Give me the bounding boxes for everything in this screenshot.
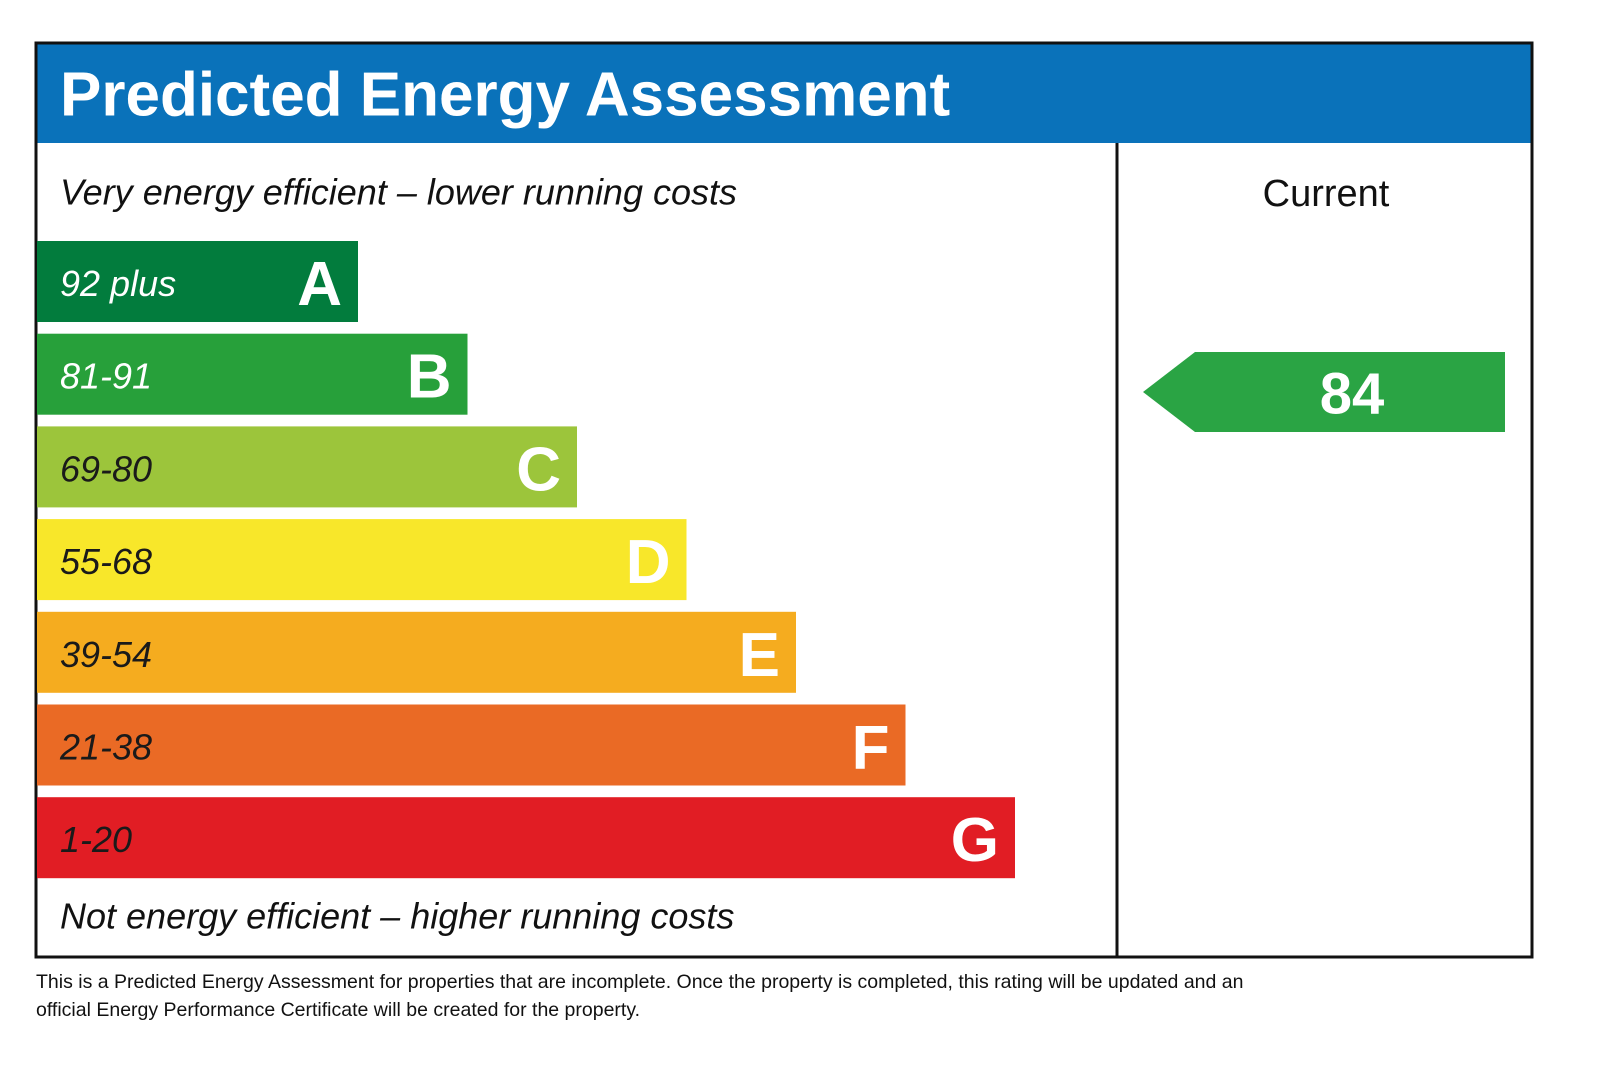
- band-range: 55-68: [60, 541, 152, 582]
- current-arrow: [1143, 352, 1505, 432]
- title: Predicted Energy Assessment: [60, 61, 950, 130]
- current-label: Current: [1263, 173, 1390, 215]
- band-range: 69-80: [60, 448, 152, 489]
- band-bar: [37, 333, 468, 415]
- current-rating: 84: [1320, 362, 1385, 427]
- band-letter: E: [739, 621, 780, 690]
- band-letter: F: [852, 714, 890, 783]
- band-bar: [37, 426, 577, 508]
- band-bar: [37, 704, 906, 786]
- band-letter: B: [407, 343, 452, 412]
- band-range: 81-91: [60, 356, 152, 397]
- bottom-note: Not energy efficient – higher running co…: [60, 896, 734, 937]
- top-note: Very energy efficient – lower running co…: [60, 172, 737, 213]
- band-bar: [37, 797, 1015, 879]
- band-letter: G: [951, 806, 999, 875]
- footer-note: This is a Predicted Energy Assessment fo…: [36, 971, 1244, 1021]
- band-letter: C: [516, 435, 561, 504]
- band-range: 21-38: [59, 727, 152, 768]
- band-range: 1-20: [60, 819, 132, 860]
- band-range: 92 plus: [60, 263, 176, 304]
- band-letter: A: [297, 250, 342, 319]
- header-bar: [36, 43, 1532, 143]
- band-letter: D: [626, 528, 671, 597]
- band-bar: [37, 611, 796, 693]
- band-bar: [37, 519, 687, 601]
- band-bar: [37, 241, 358, 322]
- frame: [34, 41, 1534, 959]
- band-range: 39-54: [60, 634, 152, 675]
